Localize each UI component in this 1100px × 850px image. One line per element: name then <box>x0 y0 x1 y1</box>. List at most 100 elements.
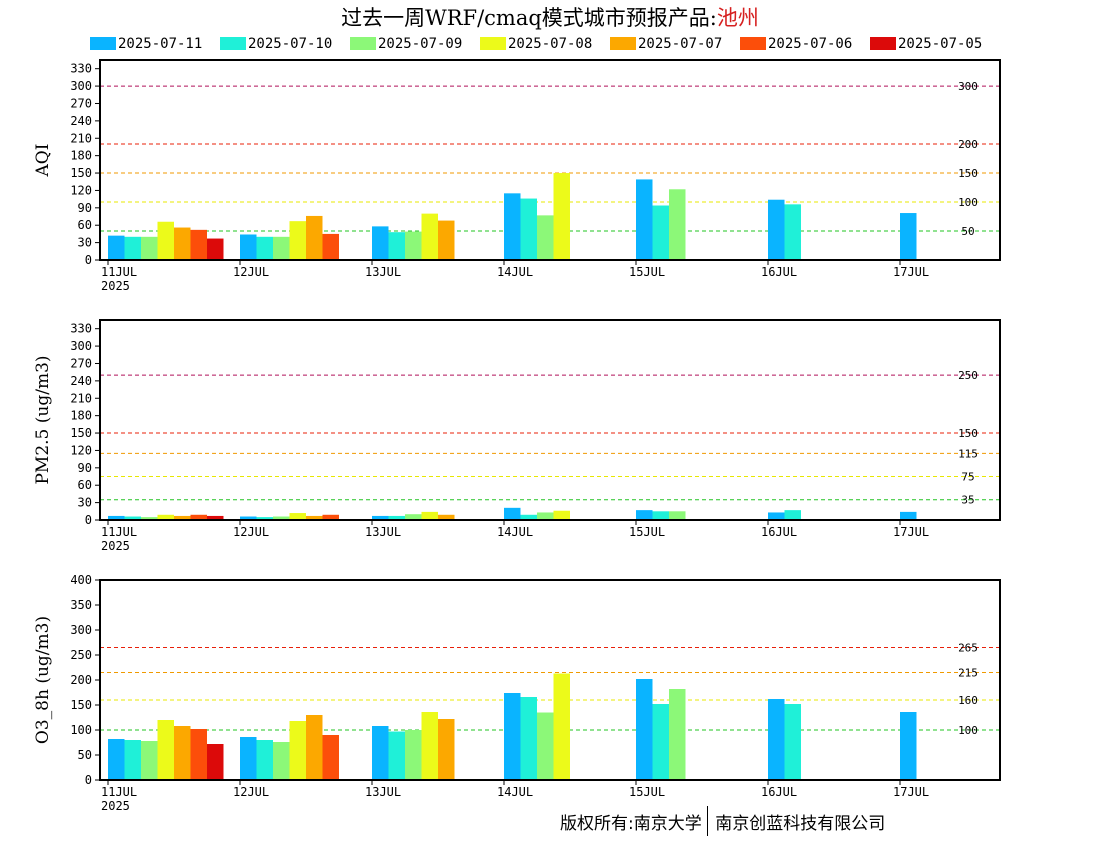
bar <box>207 515 224 520</box>
x-tick-label: 11JUL <box>101 525 137 539</box>
threshold-label: 100 <box>958 724 978 737</box>
x-tick-label: 17JUL <box>893 525 929 539</box>
threshold-label: 150 <box>958 427 978 440</box>
y-tick-label: 180 <box>70 149 92 163</box>
bar <box>421 712 438 780</box>
bar <box>256 740 273 780</box>
legend-swatch <box>740 37 766 50</box>
bar <box>652 511 669 520</box>
y-tick-label: 150 <box>70 698 92 712</box>
bar <box>289 721 306 780</box>
y-tick-label: 0 <box>85 773 92 787</box>
bar <box>141 236 158 260</box>
y-axis-title: PM2.5 (ug/m3) <box>33 355 53 484</box>
legend-label: 2025-07-06 <box>768 36 853 52</box>
y-tick-label: 60 <box>78 478 92 492</box>
legend-label: 2025-07-05 <box>898 36 983 52</box>
bar <box>553 673 570 780</box>
threshold-label: 75 <box>961 471 974 484</box>
bar <box>553 510 570 520</box>
legend-label: 2025-07-10 <box>248 36 333 52</box>
x-tick-label: 15JUL <box>629 525 665 539</box>
x-tick-label: 12JUL <box>233 785 269 799</box>
bar <box>306 715 323 780</box>
bar <box>190 229 207 260</box>
bar <box>372 726 389 780</box>
legend-label: 2025-07-09 <box>378 36 463 52</box>
legend-swatch <box>220 37 246 50</box>
bar <box>784 704 801 780</box>
bar <box>174 227 191 260</box>
bar <box>669 189 686 260</box>
legend-swatch <box>480 37 506 50</box>
y-tick-label: 180 <box>70 409 92 423</box>
bar <box>240 234 257 260</box>
bar <box>322 233 339 260</box>
bar <box>124 516 141 520</box>
y-tick-label: 90 <box>78 201 92 215</box>
legend-swatch <box>90 37 116 50</box>
y-tick-label: 350 <box>70 598 92 612</box>
y-tick-label: 330 <box>70 322 92 336</box>
y-tick-label: 300 <box>70 623 92 637</box>
footer: 版权所有:南京大学 南京创蓝科技有限公司 <box>560 806 885 838</box>
bar <box>190 729 207 780</box>
threshold-label: 215 <box>958 667 978 680</box>
bar <box>669 689 686 780</box>
x-tick-label: 13JUL <box>365 265 401 279</box>
bar <box>190 514 207 520</box>
x-tick-label: 11JUL <box>101 265 137 279</box>
y-tick-label: 150 <box>70 166 92 180</box>
bar <box>520 514 537 520</box>
bar <box>240 737 257 780</box>
footer-copyright: 版权所有:南京大学 <box>560 813 702 834</box>
y-axis-title: AQI <box>33 144 53 178</box>
threshold-label: 100 <box>958 196 978 209</box>
y-tick-label: 270 <box>70 96 92 110</box>
bar <box>900 213 917 260</box>
bar <box>421 511 438 520</box>
x-tick-label: 17JUL <box>893 785 929 799</box>
bar <box>174 515 191 520</box>
bar <box>537 512 554 520</box>
title-main: 过去一周WRF/cmaq模式城市预报产品: <box>341 6 717 30</box>
y-tick-label: 150 <box>70 426 92 440</box>
bar <box>157 720 174 780</box>
bar <box>405 231 422 260</box>
legend-label: 2025-07-07 <box>638 36 723 52</box>
bar <box>322 735 339 780</box>
bar <box>768 199 785 260</box>
bar <box>174 726 191 780</box>
bar <box>256 517 273 520</box>
bar <box>438 514 455 520</box>
bar <box>372 226 389 260</box>
bar <box>388 515 405 520</box>
bar <box>240 516 257 520</box>
threshold-label: 300 <box>958 80 978 93</box>
threshold-label: 200 <box>958 138 978 151</box>
bar <box>256 236 273 260</box>
bar <box>537 712 554 780</box>
x-tick-label: 17JUL <box>893 265 929 279</box>
bar <box>768 699 785 780</box>
x-tick-label: 14JUL <box>497 525 533 539</box>
y-tick-label: 120 <box>70 443 92 457</box>
bar <box>141 741 158 780</box>
y-tick-label: 300 <box>70 79 92 93</box>
page-title: 过去一周WRF/cmaq模式城市预报产品:池州 <box>0 2 1100 32</box>
x-tick-label: 16JUL <box>761 525 797 539</box>
threshold-label: 35 <box>961 494 974 507</box>
bar <box>768 512 785 520</box>
bar <box>273 742 290 780</box>
bar <box>207 744 224 780</box>
y-tick-label: 400 <box>70 573 92 587</box>
title-city: 池州 <box>716 6 759 30</box>
bar <box>273 236 290 260</box>
x-tick-label: 16JUL <box>761 265 797 279</box>
bar <box>108 739 125 780</box>
y-tick-label: 240 <box>70 374 92 388</box>
bar <box>900 712 917 780</box>
x-year-label: 2025 <box>101 799 130 813</box>
bar <box>636 510 653 520</box>
